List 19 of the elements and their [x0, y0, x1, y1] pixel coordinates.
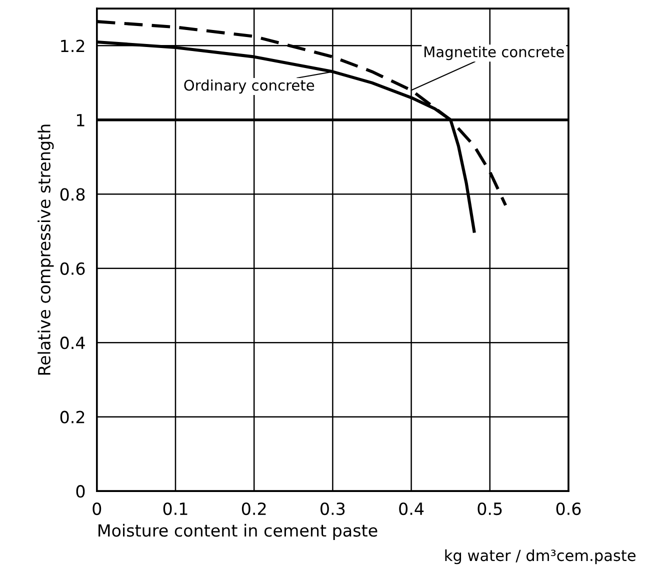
x-axis-title: Moisture content in cement paste — [98, 524, 378, 540]
y-tick-label: 0 — [76, 485, 85, 498]
y-tick-label: 0.8 — [60, 188, 85, 201]
y-tick-label: 0.6 — [60, 262, 85, 275]
y-axis-title: Relative compressive strength — [38, 124, 54, 375]
x-tick-label: 0.5 — [478, 502, 502, 516]
y-tick-label: 1.2 — [61, 40, 84, 52]
x-tick-label: 0.6 — [556, 502, 581, 516]
x-tick-label: 0.4 — [399, 502, 424, 516]
y-tick-label: 0.4 — [60, 336, 85, 350]
text: kg water / dm³cem.paste — [445, 549, 636, 564]
y-tick-label: 0.2 — [60, 410, 84, 424]
x-tick-label: 0 — [92, 502, 102, 516]
x-tick-label: 0.1 — [163, 502, 188, 516]
y-tick-label: 1 — [77, 114, 84, 126]
text: Magnetite concrete — [424, 46, 564, 60]
x-tick-label: 0.3 — [320, 502, 345, 516]
legend-label: Ordinary concrete — [184, 79, 314, 94]
x-tick-label: 0.2 — [242, 502, 266, 516]
